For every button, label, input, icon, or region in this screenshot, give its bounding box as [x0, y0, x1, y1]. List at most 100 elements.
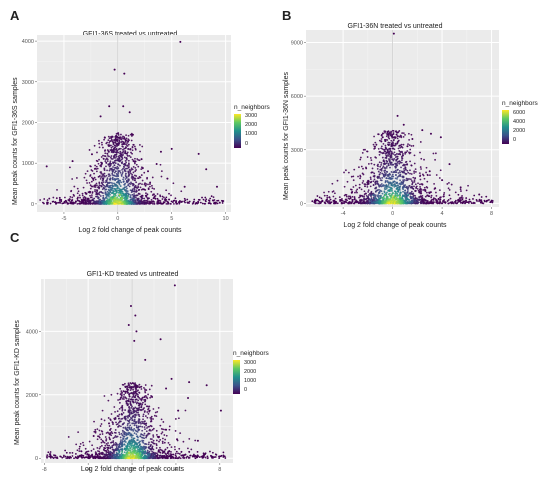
data-point: [130, 135, 133, 137]
data-point: [143, 386, 145, 389]
data-point: [84, 200, 87, 202]
data-point: [133, 202, 136, 205]
data-point: [173, 199, 176, 202]
data-point: [103, 138, 105, 141]
data-point: [439, 196, 441, 199]
data-point: [156, 433, 158, 436]
data-point: [333, 192, 336, 195]
data-point: [380, 134, 383, 137]
data-point: [410, 173, 413, 175]
data-point: [355, 190, 358, 192]
data-point: [131, 422, 134, 425]
x-tick-label: 0: [116, 216, 119, 222]
data-point: [139, 425, 142, 428]
data-point: [139, 150, 141, 153]
data-point: [364, 198, 367, 201]
data-point: [138, 175, 141, 178]
data-point: [209, 202, 212, 205]
data-point: [100, 423, 103, 425]
data-point: [91, 185, 94, 188]
data-point: [419, 166, 422, 168]
data-point: [391, 136, 394, 139]
data-point: [345, 194, 348, 196]
data-point: [144, 428, 146, 431]
data-point: [98, 447, 101, 450]
data-point: [159, 438, 162, 441]
data-point: [140, 174, 143, 176]
data-point: [202, 198, 205, 201]
data-point: [121, 162, 123, 165]
data-point: [98, 201, 101, 204]
data-point: [419, 175, 421, 178]
data-point: [78, 194, 81, 197]
data-point: [112, 441, 115, 444]
data-point: [126, 196, 129, 199]
data-point: [129, 156, 132, 159]
data-point: [147, 446, 150, 449]
data-point: [175, 201, 177, 204]
data-point: [106, 444, 109, 447]
data-point: [188, 200, 191, 203]
data-point: [113, 190, 115, 193]
data-point: [106, 141, 109, 144]
data-point: [344, 198, 347, 201]
data-point: [418, 191, 421, 194]
data-point: [107, 135, 110, 138]
data-point: [102, 184, 105, 186]
data-point: [152, 434, 155, 437]
data-point: [126, 142, 128, 144]
data-point: [163, 441, 166, 444]
data-point: [105, 188, 108, 191]
data-point: [137, 177, 139, 180]
data-point: [460, 196, 463, 199]
data-point: [125, 158, 128, 161]
data-point: [420, 201, 423, 204]
data-point: [118, 187, 120, 190]
outlier-point: [441, 179, 444, 182]
data-point: [319, 202, 322, 205]
data-point: [124, 174, 127, 177]
data-point: [108, 173, 111, 176]
data-point: [149, 185, 151, 188]
data-point: [131, 182, 133, 185]
outlier-point: [366, 180, 369, 183]
data-point: [392, 153, 395, 155]
data-point: [102, 178, 105, 181]
data-point: [129, 133, 132, 136]
data-point: [377, 170, 380, 173]
data-point: [358, 186, 361, 189]
data-point: [121, 394, 123, 396]
data-point: [439, 198, 442, 201]
data-point: [133, 162, 136, 165]
data-point: [90, 165, 92, 168]
data-point: [118, 431, 120, 434]
data-point: [143, 396, 146, 399]
data-point: [215, 201, 217, 204]
data-point: [122, 396, 125, 398]
data-point: [354, 191, 356, 194]
data-point: [106, 182, 109, 185]
data-point: [201, 196, 203, 199]
data-point: [89, 174, 92, 176]
data-point: [141, 440, 144, 443]
data-point: [105, 197, 108, 200]
data-point: [384, 201, 387, 204]
data-point: [411, 183, 414, 186]
data-point: [176, 202, 179, 205]
data-point: [132, 388, 135, 391]
data-point: [160, 202, 162, 205]
data-point: [117, 170, 120, 172]
data-point: [460, 190, 462, 192]
data-point: [58, 196, 61, 199]
data-point: [117, 415, 120, 418]
data-point: [49, 202, 52, 205]
data-point: [149, 420, 152, 423]
data-point: [459, 202, 462, 204]
data-point: [117, 191, 120, 194]
data-point: [118, 154, 121, 157]
data-point: [358, 166, 360, 169]
data-point: [374, 183, 377, 186]
data-point: [382, 142, 385, 145]
data-point: [433, 182, 435, 185]
data-point: [96, 151, 98, 154]
